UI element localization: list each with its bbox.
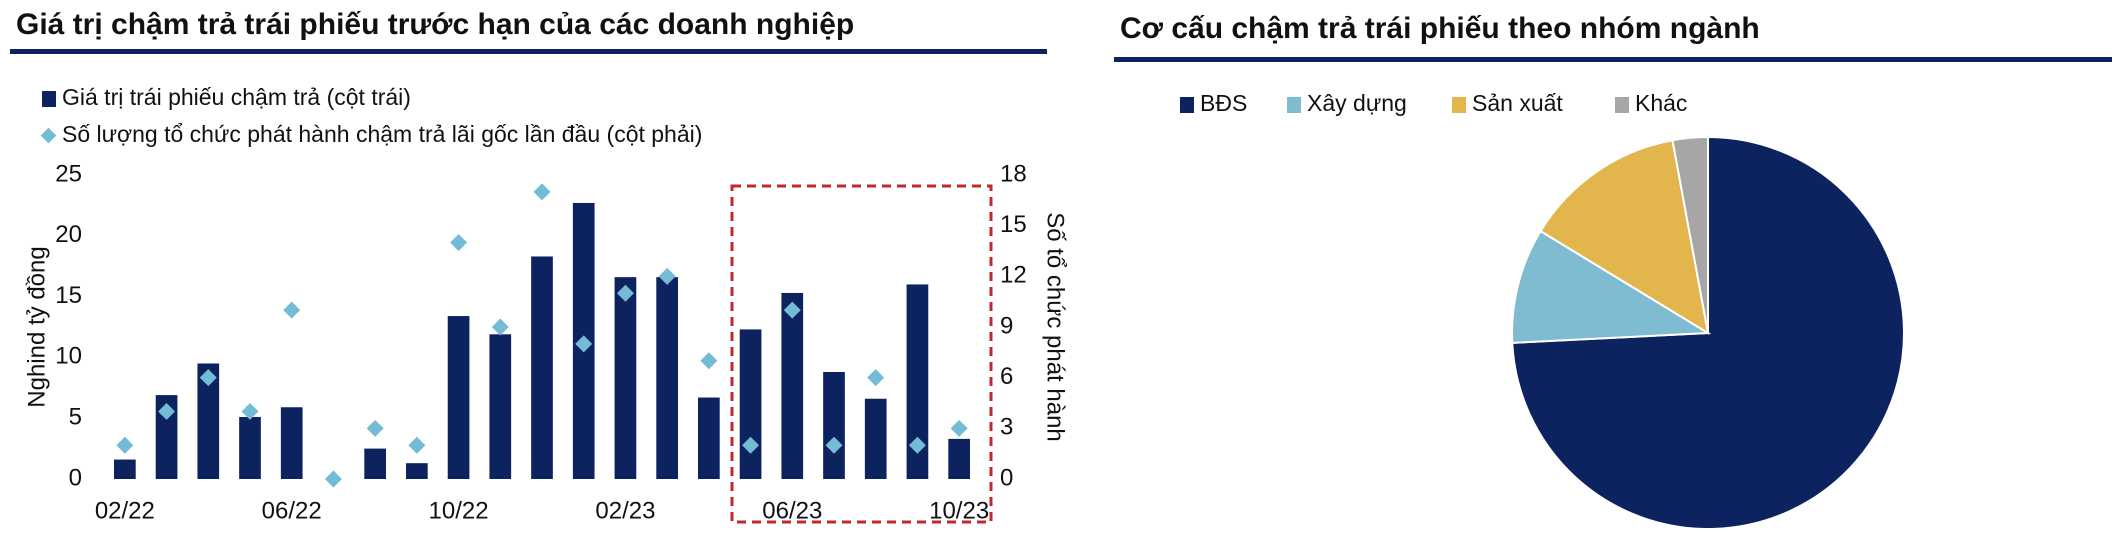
scatter-point bbox=[199, 369, 217, 387]
bar bbox=[906, 284, 929, 479]
chart-title: Cơ cấu chậm trả trái phiếu theo nhóm ngà… bbox=[1120, 12, 1760, 45]
scatter-point bbox=[616, 284, 634, 302]
y2-axis-title: Số tổ chức phát hành bbox=[1042, 212, 1069, 442]
scatter-point bbox=[533, 183, 551, 201]
scatter-point bbox=[491, 318, 509, 336]
y2-tick-label: 9 bbox=[1000, 312, 1013, 339]
bar bbox=[698, 397, 720, 479]
x-tick-label: 02/23 bbox=[595, 497, 655, 524]
y2-tick-label: 12 bbox=[1000, 262, 1027, 289]
bar bbox=[239, 416, 261, 479]
bar bbox=[864, 398, 887, 479]
bar bbox=[823, 371, 845, 479]
pie-slice bbox=[1671, 135, 1709, 334]
y2-tick-label: 6 bbox=[1000, 363, 1013, 390]
bar bbox=[656, 277, 678, 479]
scatter-point bbox=[908, 436, 926, 454]
scatter-point bbox=[950, 419, 968, 437]
legend-label: Sản xuất bbox=[1472, 90, 1563, 116]
scatter-point bbox=[241, 402, 259, 420]
legend-label: Xây dựng bbox=[1307, 90, 1407, 116]
scatter-point bbox=[116, 436, 134, 454]
highlight-box bbox=[730, 184, 993, 524]
scatter-point bbox=[575, 335, 593, 353]
legend-swatch bbox=[42, 91, 56, 107]
bar bbox=[406, 463, 428, 479]
legend-label: Giá trị trái phiếu chậm trả (cột trái) bbox=[62, 84, 411, 110]
legend-label: BĐS bbox=[1200, 90, 1247, 116]
x-tick-label: 06/23 bbox=[762, 497, 822, 524]
legend-swatch bbox=[1452, 97, 1466, 113]
legend-swatch bbox=[40, 127, 57, 144]
bar bbox=[739, 329, 762, 479]
bar bbox=[197, 363, 220, 479]
scatter-point bbox=[283, 301, 301, 319]
y-tick-label: 20 bbox=[55, 221, 82, 248]
y-tick-label: 10 bbox=[55, 343, 82, 370]
y-tick-label: 0 bbox=[69, 464, 82, 491]
legend-swatch bbox=[1287, 97, 1301, 113]
x-tick-label: 10/23 bbox=[929, 497, 989, 524]
scatter-point bbox=[158, 402, 176, 420]
scatter-point bbox=[324, 470, 342, 488]
pie-slice bbox=[1511, 229, 1712, 344]
bar bbox=[614, 277, 637, 479]
y-tick-label: 25 bbox=[55, 160, 82, 187]
scatter-point bbox=[450, 234, 468, 252]
y2-tick-label: 18 bbox=[1000, 160, 1027, 187]
title-rule bbox=[1114, 57, 2112, 62]
chart-title: Giá trị chậm trả trái phiếu trước hạn củ… bbox=[16, 8, 854, 41]
scatter-point bbox=[658, 267, 676, 285]
bar bbox=[531, 256, 553, 479]
scatter-point bbox=[867, 369, 885, 387]
y-tick-label: 15 bbox=[55, 282, 82, 309]
y2-tick-label: 3 bbox=[1000, 414, 1013, 441]
scatter-point bbox=[366, 419, 384, 437]
scatter-point bbox=[408, 436, 426, 454]
bar bbox=[489, 334, 512, 479]
bar bbox=[447, 316, 470, 479]
x-tick-label: 02/22 bbox=[95, 497, 155, 524]
scatter-point bbox=[742, 436, 760, 454]
scatter-point bbox=[825, 436, 843, 454]
bar bbox=[114, 459, 136, 479]
bar bbox=[364, 448, 386, 479]
bar bbox=[781, 292, 804, 479]
scatter-point bbox=[783, 301, 801, 319]
y-tick-label: 5 bbox=[69, 404, 82, 431]
scatter-point bbox=[700, 352, 718, 370]
y2-tick-label: 15 bbox=[1000, 211, 1027, 238]
legend-swatch bbox=[1180, 97, 1194, 113]
x-tick-label: 06/22 bbox=[262, 497, 322, 524]
bar bbox=[280, 407, 303, 479]
legend-label: Khác bbox=[1635, 90, 1687, 116]
legend-label: Số lượng tổ chức phát hành chậm trả lãi … bbox=[62, 121, 702, 147]
bar bbox=[948, 438, 970, 479]
legend-swatch bbox=[1615, 97, 1629, 113]
y2-tick-label: 0 bbox=[1000, 464, 1013, 491]
pie-slice bbox=[1539, 139, 1710, 336]
x-tick-label: 10/22 bbox=[429, 497, 489, 524]
title-rule bbox=[10, 49, 1047, 54]
bar bbox=[155, 395, 178, 479]
y-axis-title: Nghind tỷ đồng bbox=[23, 246, 50, 407]
